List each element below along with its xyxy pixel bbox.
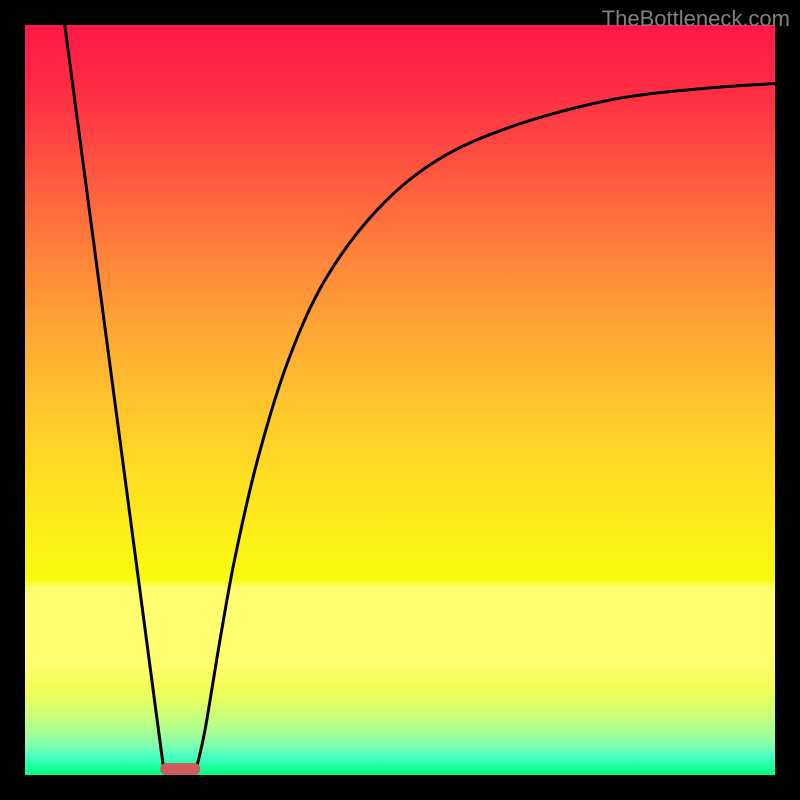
bottleneck-chart (0, 0, 800, 800)
watermark-text: TheBottleneck.com (602, 6, 790, 32)
chart-container: TheBottleneck.com (0, 0, 800, 800)
